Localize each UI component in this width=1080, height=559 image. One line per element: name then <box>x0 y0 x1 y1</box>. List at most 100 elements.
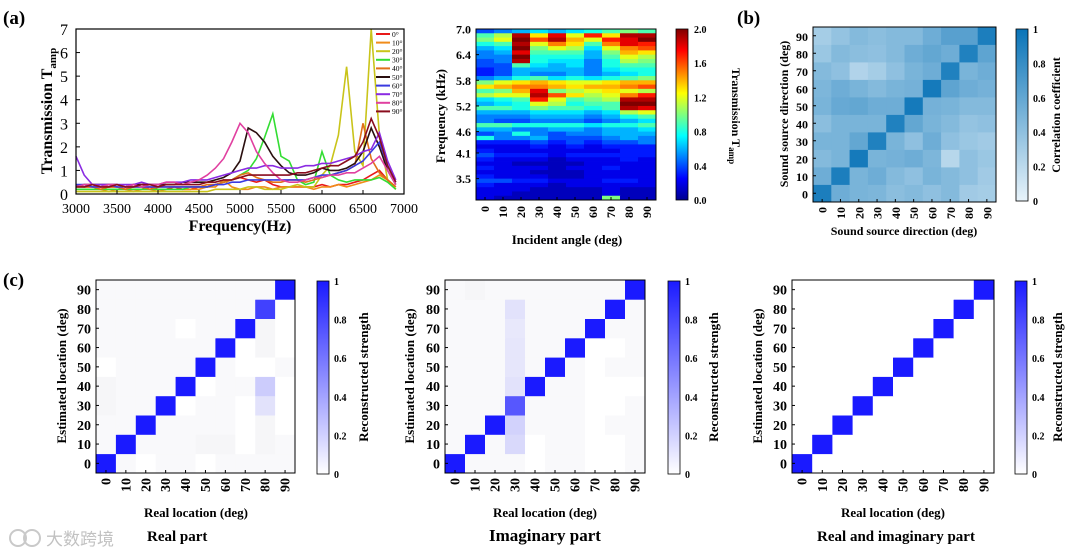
colorbar-tick-label: 0.8 <box>1033 59 1046 70</box>
heatmap-cell <box>195 415 216 435</box>
x-tick-label: 10 <box>119 478 134 492</box>
y-tick-label: 40 <box>426 380 440 395</box>
colorbar-tick-label: 0.4 <box>1033 128 1046 139</box>
heatmap-cell <box>620 191 639 197</box>
heatmap-cell <box>548 144 567 150</box>
heatmap-cell <box>505 453 526 474</box>
heatmap-cell <box>638 182 657 188</box>
imaginary-part-title: Imaginary part <box>489 526 601 545</box>
heatmap-cell <box>620 114 639 120</box>
heatmap-cell <box>831 184 850 203</box>
heatmap-cell <box>602 131 621 137</box>
heatmap-cell <box>476 58 495 64</box>
line-chart: 3000 3500 4000 4500 5000 5500 6000 6500 7000 0 1 2 3… <box>39 22 418 235</box>
heatmap-cell <box>792 434 813 455</box>
heatmap-cell <box>255 395 276 416</box>
x-tick-label: 0 <box>478 206 492 212</box>
heatmap-cell <box>602 71 621 77</box>
heatmap-cell <box>548 131 567 137</box>
heatmap-cell <box>505 395 526 416</box>
heatmap-cell <box>893 453 914 474</box>
watermark-text: 大数跨境 <box>46 530 114 549</box>
heatmap-cell <box>565 337 586 358</box>
heatmap-cell <box>275 299 296 319</box>
heatmap-cell <box>235 318 256 339</box>
heatmap-cell <box>135 280 157 300</box>
heatmap-cell <box>494 97 513 103</box>
heatmap-cell <box>977 184 997 203</box>
heatmap-cell <box>476 178 495 184</box>
legend-label: 10° <box>392 38 403 47</box>
heatmap-cell <box>585 337 606 358</box>
heatmap-cell <box>602 88 621 94</box>
heatmap-cell <box>584 33 603 38</box>
heatmap-cell <box>548 157 567 162</box>
heatmap-cell <box>566 131 585 137</box>
heatmap-cell <box>813 44 832 63</box>
heatmap-cell <box>959 79 979 98</box>
heatmap-cell <box>465 376 486 397</box>
heatmap-cell <box>602 29 621 34</box>
heatmap-cell <box>195 453 216 474</box>
heatmap-cell <box>584 29 603 34</box>
heatmap-cell <box>115 434 137 455</box>
heatmap-cell <box>445 357 466 377</box>
heatmap-cell <box>953 299 975 319</box>
x-tick-label: 60 <box>569 478 584 492</box>
heatmap-cell <box>512 161 531 167</box>
y-tick-label: 0 <box>433 457 440 472</box>
y-tick-label: 30 <box>773 399 787 414</box>
x-tick-label: 5000 <box>226 202 254 217</box>
legend-label: 30° <box>392 56 403 65</box>
y-tick-label: 20 <box>773 419 787 434</box>
heatmap-cell <box>566 88 585 94</box>
x-tick-label: 30 <box>856 478 871 492</box>
heatmap-cell <box>476 93 495 98</box>
heatmap-cell <box>215 357 236 377</box>
y-tick-label: 10 <box>773 438 787 453</box>
heatmap-cell <box>973 280 995 300</box>
heatmap-cell <box>941 114 960 133</box>
heatmap-cell <box>849 79 869 98</box>
heatmap-cell <box>530 58 549 64</box>
heatmap-cell <box>638 46 657 51</box>
heatmap-cell <box>812 280 833 300</box>
jet-heatmap-xlabel: Incident angle (deg) <box>512 232 623 247</box>
x-tick-label: 50 <box>199 478 214 492</box>
heatmap-cell <box>933 395 954 416</box>
heatmap-cell <box>494 105 513 111</box>
heatmap-cell <box>812 453 833 474</box>
heatmap-cell <box>494 101 513 107</box>
x-tick-label: 60 <box>586 206 600 218</box>
heatmap-cell <box>566 63 585 68</box>
heatmap-cell <box>638 41 657 47</box>
heatmap-cell <box>445 299 466 319</box>
heatmap-cell <box>476 131 495 137</box>
y-tick-label: 30 <box>426 399 440 414</box>
heatmap-cell <box>548 170 567 175</box>
heatmap-cell <box>530 178 549 184</box>
heatmap-cell <box>602 63 621 68</box>
combined-part-ylabel: Estimated location (deg) <box>750 308 765 443</box>
heatmap-cell <box>548 93 567 98</box>
heatmap-cell <box>115 299 137 319</box>
heatmap-cell <box>548 152 567 158</box>
heatmap-cell <box>792 280 813 300</box>
x-tick-label: 90 <box>980 207 994 219</box>
x-tick-label: 70 <box>239 478 254 492</box>
heatmap-cell <box>620 67 639 73</box>
heatmap-cell <box>525 395 546 416</box>
heatmap-cell <box>235 376 256 397</box>
heatmap-cell <box>893 415 914 435</box>
colorbar-tick-label: 0.8 <box>685 316 698 327</box>
heatmap-cell <box>155 299 176 319</box>
heatmap-cell <box>530 161 549 167</box>
x-tick-label: 80 <box>609 478 624 492</box>
heatmap-cell <box>973 434 995 455</box>
y-tick-label: 70 <box>426 322 440 337</box>
legend-label: 40° <box>392 64 403 73</box>
heatmap-cell <box>548 54 567 60</box>
heatmap-cell <box>465 357 486 377</box>
x-tick-label: 60 <box>219 478 234 492</box>
heatmap-cell <box>893 395 914 416</box>
